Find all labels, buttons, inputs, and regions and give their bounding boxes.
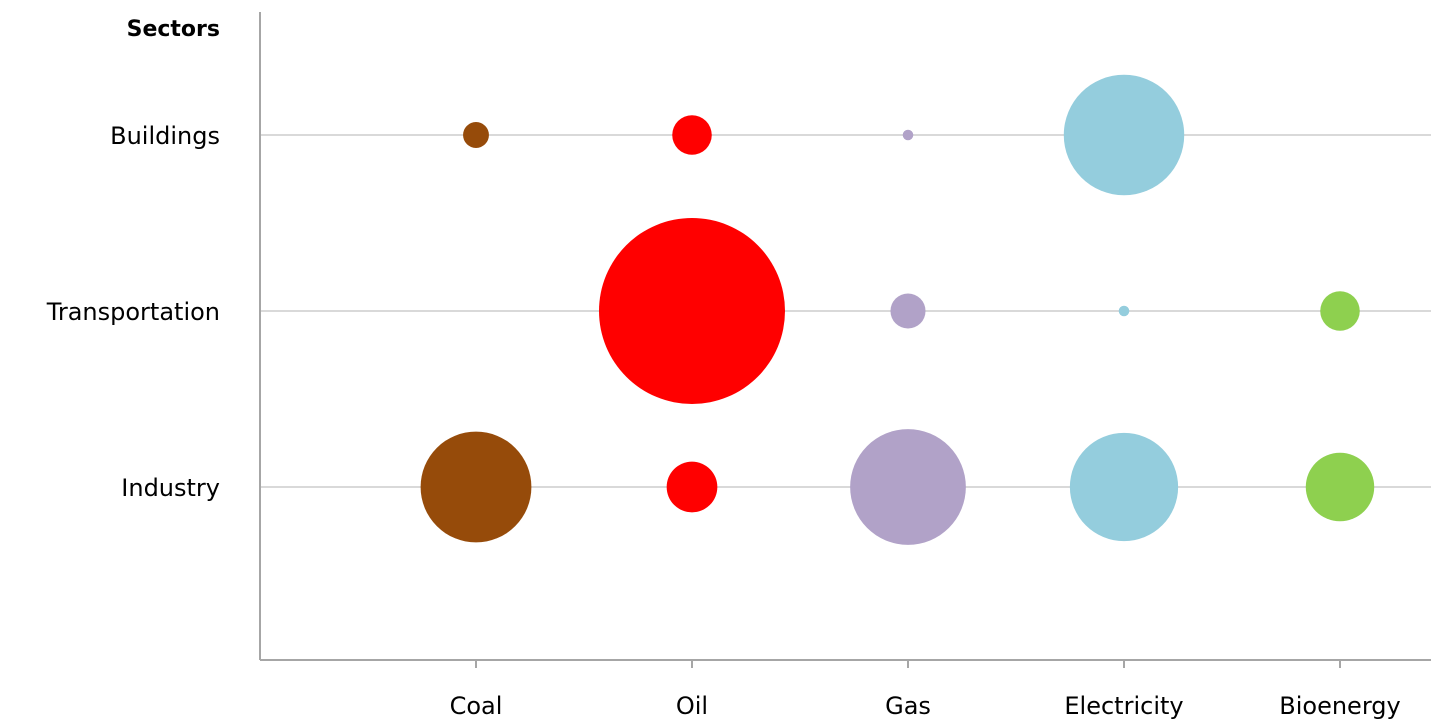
- x-tick-label-coal: Coal: [450, 692, 503, 720]
- bubble-buildings-electricity: [1063, 74, 1185, 196]
- axes: [259, 12, 1431, 661]
- bubble-buildings-oil: [672, 115, 712, 155]
- bubble-buildings-coal: [463, 122, 489, 148]
- bubble-buildings-gas: [902, 129, 914, 141]
- bubble-transportation-electricity: [1118, 305, 1130, 317]
- x-axis-ticks: [475, 660, 1341, 668]
- bubble-industry-coal: [420, 431, 532, 543]
- x-tick-label-electricity: Electricity: [1064, 692, 1183, 720]
- gridlines: [260, 134, 1431, 488]
- y-axis-title: Sectors: [127, 17, 220, 42]
- y-tick-label-buildings: Buildings: [110, 122, 220, 150]
- x-tick-label-gas: Gas: [885, 692, 931, 720]
- bubble-industry-gas: [850, 429, 966, 545]
- bubble-transportation-oil: [599, 218, 785, 404]
- bubble-industry-oil: [666, 461, 718, 513]
- y-tick-label-transportation: Transportation: [46, 298, 220, 326]
- axis-labels: Sectors Buildings Transportation Industry C…: [46, 17, 1401, 720]
- bubble-industry-bioenergy: [1305, 452, 1375, 522]
- y-tick-label-industry: Industry: [121, 474, 220, 502]
- bubble-transportation-bioenergy: [1320, 291, 1360, 331]
- x-tick-label-bioenergy: Bioenergy: [1279, 692, 1400, 720]
- x-tick-label-oil: Oil: [676, 692, 708, 720]
- bubble-transportation-gas: [890, 293, 926, 329]
- bubbles: [420, 74, 1375, 545]
- bubble-industry-electricity: [1069, 432, 1179, 542]
